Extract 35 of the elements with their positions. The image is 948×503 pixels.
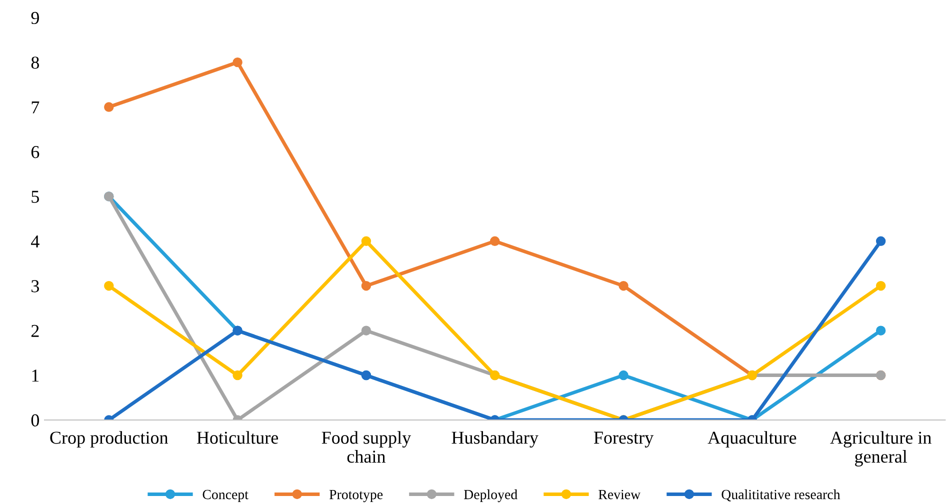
point: [232, 57, 242, 68]
point: [104, 102, 114, 112]
x-tick-label: Forestry: [594, 432, 654, 448]
legend-label: Deployed: [464, 489, 518, 502]
point: [876, 326, 886, 336]
point: [876, 281, 886, 291]
point: [490, 236, 500, 246]
x-tick-label: Hoticulture: [196, 431, 278, 444]
x-tick-label: Husbandary: [452, 431, 538, 448]
y-tick-label: 7: [32, 101, 40, 114]
y-tick-label: 9: [31, 12, 39, 24]
y-tick-label: 0: [31, 414, 40, 426]
y-tick-label: 6: [31, 146, 40, 158]
legend-label: Concept: [202, 490, 248, 502]
x-tick-label: Agriculture in general: [830, 431, 932, 466]
point: [618, 281, 628, 291]
point: [232, 370, 242, 380]
y-tick-label: 2: [31, 324, 39, 337]
point: [361, 236, 372, 246]
point: [361, 326, 372, 336]
x-tick-label: Aquaculture: [708, 431, 796, 448]
y-tick-label: 4: [31, 236, 40, 248]
y-tick-label: 3: [32, 280, 39, 292]
point: [876, 236, 886, 246]
point: [361, 281, 372, 291]
legend-label: Qualititative research: [722, 489, 840, 502]
y-tick-label: 5: [32, 190, 39, 203]
point: [104, 281, 114, 291]
x-tick-label: Crop production: [50, 431, 168, 448]
legend-label: Prototype: [329, 490, 383, 502]
x-tick-label: Food supply chain: [322, 431, 412, 463]
y-tick-label: 8: [31, 56, 40, 69]
point: [618, 370, 628, 380]
y-tick-label: 1: [32, 370, 39, 382]
legend-label: Review: [598, 490, 641, 500]
